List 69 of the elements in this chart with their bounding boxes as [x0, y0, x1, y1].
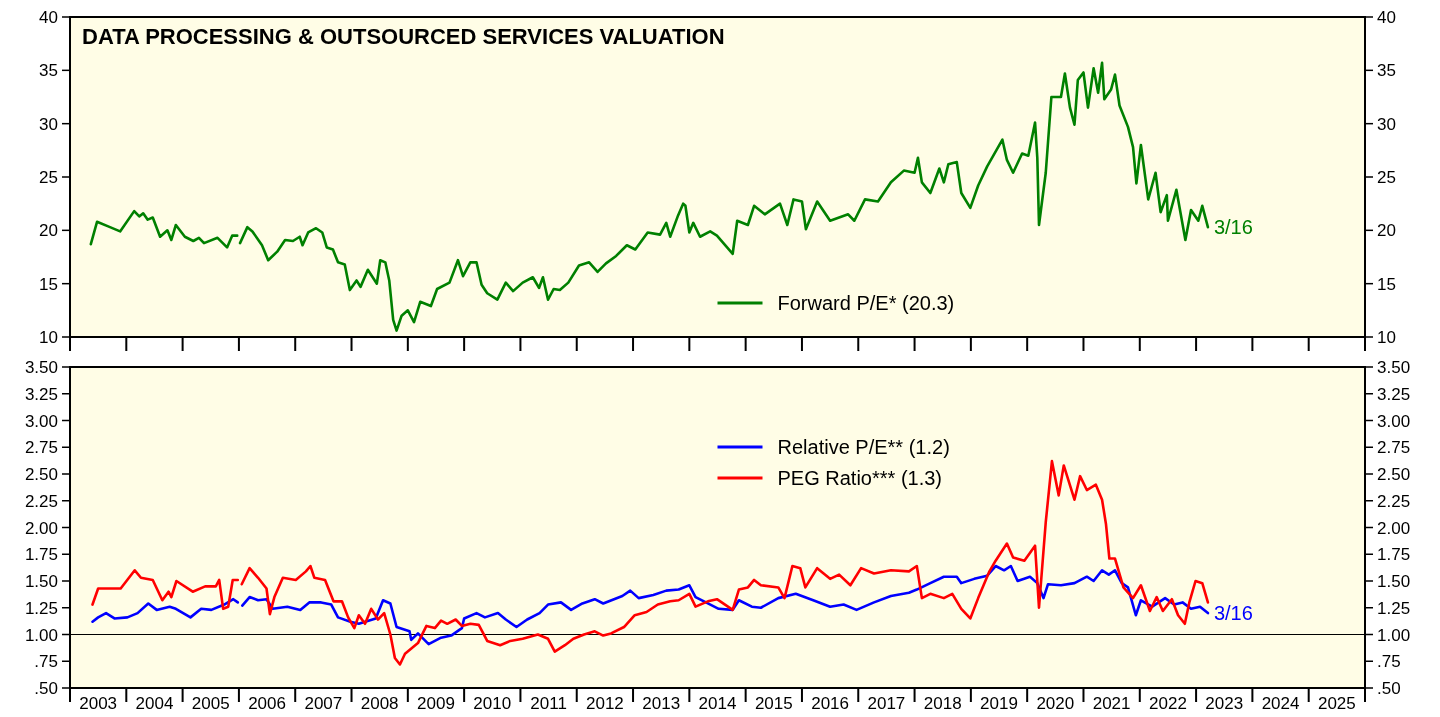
y-tick-label: .75 [34, 652, 58, 672]
y2-tick-label: 3.25 [1377, 384, 1411, 404]
y-tick-label: 3.50 [24, 358, 58, 377]
x-tick-label: 2005 [191, 694, 230, 713]
y-tick-label: 15 [39, 274, 58, 294]
x-tick-label: 2016 [811, 694, 850, 713]
y-tick-label: 35 [39, 61, 58, 81]
y2-tick-label: 20 [1377, 221, 1396, 241]
y2-tick-label: 40 [1377, 8, 1396, 27]
x-tick-label: 2019 [980, 694, 1018, 713]
y2-tick-label: 1.00 [1377, 625, 1411, 645]
y-tick-label: 3.00 [24, 411, 58, 431]
y2-tick-label: 2.50 [1377, 465, 1411, 484]
y2-tick-label: 25 [1377, 168, 1396, 187]
y2-tick-label: .50 [1377, 679, 1401, 698]
y-tick-label: 2.75 [24, 438, 58, 458]
x-tick-label: 2024 [1261, 694, 1300, 713]
x-tick-label: 2022 [1149, 694, 1187, 713]
y-tick-label: .50 [34, 679, 58, 698]
y-tick-label: 10 [39, 328, 58, 347]
x-tick-label: 2021 [1092, 694, 1131, 713]
x-tick-label: 2009 [417, 694, 455, 713]
y-tick-label: 2.50 [24, 465, 58, 484]
x-tick-label: 2004 [135, 694, 174, 713]
x-tick-label: 2011 [530, 694, 567, 713]
y2-tick-label: 2.00 [1377, 518, 1411, 538]
y2-tick-label: 30 [1377, 114, 1396, 134]
x-tick-label: 2010 [473, 694, 512, 713]
y2-tick-label: 1.50 [1377, 572, 1411, 591]
x-tick-label: 2013 [642, 694, 681, 713]
legend-label: Relative P/E** (1.2) [777, 436, 950, 458]
y-tick-label: 40 [39, 8, 58, 27]
y-tick-label: 1.00 [24, 625, 58, 645]
y-tick-label: 2.00 [24, 518, 58, 538]
y2-tick-label: 35 [1377, 61, 1396, 81]
y2-tick-label: 3.00 [1377, 411, 1411, 431]
y-tick-label: 1.50 [24, 572, 58, 591]
y2-tick-label: 1.75 [1377, 545, 1411, 565]
y2-tick-label: 3.50 [1377, 358, 1411, 377]
y-tick-label: 30 [39, 114, 58, 134]
x-tick-label: 2008 [360, 694, 399, 713]
y-tick-label: 2.25 [24, 491, 58, 511]
y2-tick-label: 1.25 [1377, 598, 1411, 618]
x-tick-label: 2014 [698, 694, 737, 713]
x-tick-label: 2018 [923, 694, 962, 713]
x-tick-label: 2017 [867, 694, 906, 713]
annotation: 3/16 [1213, 216, 1253, 239]
x-tick-label: 2020 [1036, 694, 1075, 713]
y2-tick-label: 2.75 [1377, 438, 1411, 458]
x-tick-label: 2025 [1317, 694, 1356, 713]
y2-tick-label: .75 [1377, 652, 1401, 672]
y-tick-label: 1.75 [24, 545, 58, 565]
y-tick-label: 25 [39, 168, 58, 187]
x-tick-label: 2006 [248, 694, 286, 713]
y2-tick-label: 2.25 [1377, 491, 1411, 511]
y2-tick-label: 15 [1377, 274, 1396, 294]
y-tick-label: 1.25 [24, 598, 58, 618]
x-tick-label: 2012 [585, 694, 624, 713]
x-tick-label: 2015 [754, 694, 793, 713]
x-tick-label: 2007 [304, 694, 343, 713]
x-tick-label: 2003 [79, 694, 118, 713]
y2-tick-label: 10 [1377, 328, 1396, 347]
y-tick-label: 20 [39, 221, 58, 241]
legend-label: PEG Ratio*** (1.3) [777, 467, 943, 489]
chart-title: DATA PROCESSING & OUTSOURCED SERVICES VALUATION [82, 24, 725, 49]
y-tick-label: 3.25 [24, 384, 58, 404]
legend-label: Forward P/E* (20.3) [777, 292, 955, 314]
x-tick-label: 2023 [1205, 694, 1244, 713]
annotation: 3/16 [1213, 602, 1253, 625]
